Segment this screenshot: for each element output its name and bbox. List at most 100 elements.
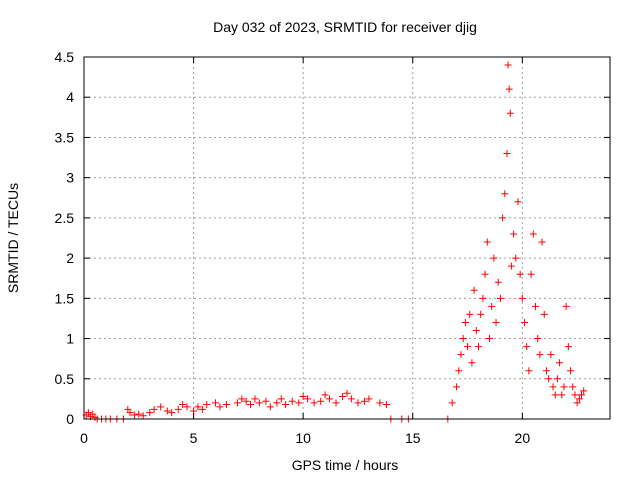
- data-point: [481, 270, 489, 278]
- data-point: [238, 395, 246, 403]
- y-tick-label: 4.5: [55, 49, 75, 65]
- data-point: [479, 294, 487, 302]
- data-point: [376, 399, 384, 407]
- data-point: [531, 302, 539, 310]
- data-point: [560, 383, 568, 391]
- data-point: [157, 403, 165, 411]
- data-point: [459, 335, 467, 343]
- data-point: [494, 278, 502, 286]
- data-point: [534, 335, 542, 343]
- data-point: [507, 262, 515, 270]
- data-point: [347, 395, 355, 403]
- data-point: [203, 401, 211, 409]
- data-point: [317, 397, 325, 405]
- data-point: [233, 399, 241, 407]
- data-point: [580, 387, 588, 395]
- data-point: [496, 294, 504, 302]
- data-point: [521, 318, 529, 326]
- data-point: [277, 395, 285, 403]
- data-point: [266, 403, 274, 411]
- y-tick-label: 0: [66, 411, 74, 427]
- y-tick-label: 3: [66, 170, 74, 186]
- y-tick-label: 1: [66, 331, 74, 347]
- data-point: [183, 403, 191, 411]
- axis-ticks: [83, 56, 610, 420]
- data-point: [343, 389, 351, 397]
- data-point: [549, 383, 557, 391]
- data-point: [564, 343, 572, 351]
- data-point: [545, 375, 553, 383]
- data-point: [562, 302, 570, 310]
- data-point: [321, 391, 329, 399]
- data-point: [551, 391, 559, 399]
- grid: [84, 57, 610, 419]
- data-point: [216, 403, 224, 411]
- data-point: [212, 399, 219, 407]
- data-point: [553, 375, 561, 383]
- data-point: [505, 85, 513, 93]
- data-point: [529, 230, 537, 238]
- data-point: [139, 412, 147, 420]
- data-point: [503, 150, 511, 158]
- data-point: [457, 351, 465, 359]
- data-point: [464, 343, 472, 351]
- data-point: [262, 397, 270, 405]
- data-point: [130, 411, 138, 419]
- data-point: [179, 401, 187, 409]
- data-point: [310, 399, 318, 407]
- data-point: [490, 254, 498, 262]
- data-point: [501, 190, 509, 198]
- data-point: [512, 254, 520, 262]
- data-point: [126, 409, 134, 417]
- y-tick-label: 4: [66, 89, 74, 105]
- data-point: [558, 391, 566, 399]
- data-point: [242, 397, 250, 405]
- data-point: [538, 238, 546, 246]
- x-axis-label: GPS time / hours: [292, 457, 399, 473]
- x-tick-label: 5: [190, 430, 198, 446]
- data-point: [488, 302, 496, 310]
- data-point: [325, 395, 333, 403]
- data-point: [461, 318, 469, 326]
- data-point: [247, 401, 255, 409]
- data-point: [150, 405, 158, 413]
- data-point: [556, 359, 564, 367]
- data-point: [523, 343, 531, 351]
- data-point: [504, 61, 512, 69]
- data-point: [288, 397, 296, 405]
- plot-frame: [83, 56, 611, 420]
- data-point: [135, 410, 143, 418]
- data-point: [194, 403, 202, 411]
- data-point: [571, 391, 579, 399]
- data-point: [453, 383, 461, 391]
- x-tick-label: 20: [515, 430, 531, 446]
- data-point: [365, 395, 373, 403]
- data-point: [542, 367, 550, 375]
- data-point: [540, 310, 548, 318]
- data-point: [168, 409, 176, 417]
- data-point: [382, 401, 390, 409]
- data-point: [483, 238, 491, 246]
- data-point: [295, 399, 303, 407]
- data-point: [547, 351, 555, 359]
- data-point: [492, 318, 500, 326]
- x-tick-label: 15: [405, 430, 421, 446]
- data-point: [304, 395, 312, 403]
- data-point: [198, 405, 206, 413]
- data-point: [472, 327, 480, 335]
- data-point: [466, 310, 474, 318]
- data-point: [475, 343, 482, 351]
- data-point: [485, 335, 493, 343]
- data-point: [339, 392, 347, 400]
- data-point: [516, 270, 524, 278]
- data-point: [499, 214, 507, 222]
- y-tick-label: 3.5: [55, 129, 75, 145]
- data-point: [514, 198, 522, 206]
- data-point: [573, 399, 581, 407]
- data-point: [163, 407, 171, 415]
- data-point: [510, 230, 518, 238]
- y-tick-label: 1.5: [55, 290, 75, 306]
- data-point: [518, 294, 526, 302]
